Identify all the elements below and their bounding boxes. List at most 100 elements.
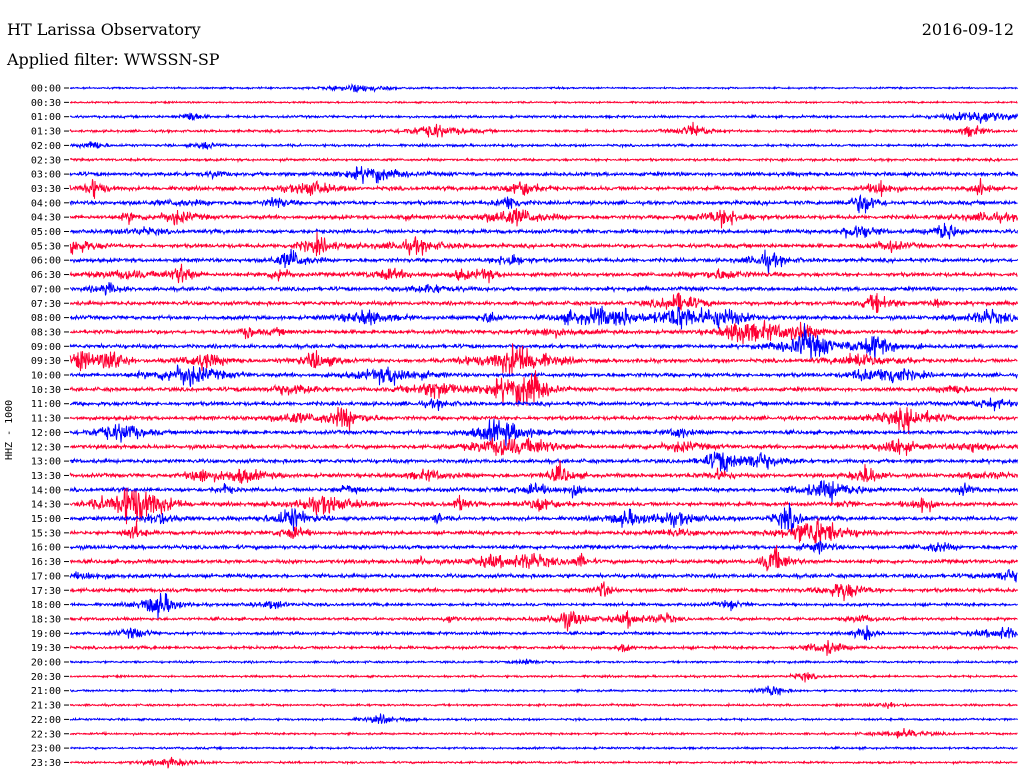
seismic-trace <box>69 639 1018 656</box>
time-tick-label: 04:00 <box>31 198 61 209</box>
filter-line: Applied filter: WWSSN-SP <box>7 50 220 69</box>
date-label: 2016-09-12 <box>921 20 1014 39</box>
time-tick-label: 22:00 <box>31 715 61 726</box>
time-tick-label: 07:30 <box>31 299 61 310</box>
time-tick-label: 16:00 <box>31 543 61 554</box>
time-tick-label: 00:30 <box>31 98 61 109</box>
seismic-trace <box>69 99 1018 105</box>
seismic-trace <box>69 305 1018 330</box>
seismic-trace <box>69 540 1018 555</box>
seismic-trace <box>69 231 1018 257</box>
seismic-trace <box>69 581 1018 602</box>
seismic-trace <box>70 685 1018 696</box>
seismic-trace <box>69 502 1018 533</box>
seismic-trace <box>69 343 1018 375</box>
seismic-trace <box>69 121 1018 138</box>
filter-label: Applied filter: <box>7 50 119 69</box>
time-tick-label: 20:00 <box>31 658 61 669</box>
seismic-trace <box>69 756 1018 769</box>
time-tick-label: 05:00 <box>31 227 61 238</box>
seismic-trace <box>69 165 1018 184</box>
time-tick-label: 08:30 <box>31 327 61 338</box>
time-tick-label: 06:30 <box>31 270 61 281</box>
seismic-trace <box>69 745 1018 752</box>
time-tick-label: 23:30 <box>31 758 61 769</box>
seismic-trace <box>69 141 1018 151</box>
time-tick-label: 03:00 <box>31 170 61 181</box>
time-tick-label: 16:30 <box>31 557 61 568</box>
seismic-trace <box>69 222 1018 240</box>
seismic-trace <box>69 701 1018 709</box>
seismic-trace <box>69 370 1018 407</box>
seismic-trace <box>69 593 1018 619</box>
time-tick-label: 21:00 <box>31 686 61 697</box>
seismic-trace <box>69 111 1018 124</box>
time-tick-label: 01:00 <box>31 112 61 123</box>
seismic-trace <box>69 625 1018 641</box>
time-tick-label: 12:30 <box>31 442 61 453</box>
time-tick-label: 13:30 <box>31 471 61 482</box>
seismic-trace <box>69 177 1018 199</box>
seismic-trace <box>69 672 1018 683</box>
time-tick-label: 02:30 <box>31 155 61 166</box>
time-tick-label: 13:00 <box>31 457 61 468</box>
time-tick-label: 11:30 <box>31 414 61 425</box>
seismic-trace <box>69 480 1018 503</box>
seismic-trace <box>69 397 1018 412</box>
seismic-trace <box>69 451 1018 472</box>
seismic-trace <box>69 545 1018 572</box>
time-tick-label: 03:30 <box>31 184 61 195</box>
time-tick-label: 02:00 <box>31 141 61 152</box>
seismic-trace <box>69 568 1018 583</box>
seismic-trace <box>69 282 1018 296</box>
seismic-trace <box>69 208 1018 229</box>
time-tick-label: 18:30 <box>31 614 61 625</box>
time-tick-label: 14:30 <box>31 500 61 511</box>
seismic-trace <box>70 292 1018 313</box>
time-tick-label: 09:30 <box>31 356 61 367</box>
time-tick-label: 19:00 <box>31 629 61 640</box>
time-tick-label: 12:00 <box>31 428 61 439</box>
seismic-trace <box>69 713 1018 724</box>
seismic-trace <box>69 323 1018 361</box>
time-tick-label: 01:30 <box>31 127 61 138</box>
seismic-trace <box>69 83 1018 94</box>
seismic-trace <box>69 156 1018 164</box>
time-tick-label: 17:00 <box>31 571 61 582</box>
time-tick-label: 10:00 <box>31 371 61 382</box>
seismic-trace <box>69 610 1018 632</box>
seismic-trace <box>69 364 1018 387</box>
time-tick-label: 09:00 <box>31 342 61 353</box>
time-tick-label: 06:00 <box>31 256 61 267</box>
time-tick-label: 11:00 <box>31 399 61 410</box>
seismic-trace <box>69 193 1018 214</box>
seismic-trace <box>69 320 1018 345</box>
time-tick-label: 18:00 <box>31 600 61 611</box>
seismic-trace <box>69 406 1018 435</box>
time-tick-label: 05:30 <box>31 241 61 252</box>
time-tick-label: 10:30 <box>31 385 61 396</box>
time-tick-label: 08:00 <box>31 313 61 324</box>
time-tick-label: 23:00 <box>31 744 61 755</box>
time-tick-label: 21:30 <box>31 701 61 712</box>
time-tick-label: 15:30 <box>31 528 61 539</box>
seismic-trace <box>69 728 1018 739</box>
seismic-trace <box>69 487 1018 525</box>
seismic-trace <box>69 248 1018 275</box>
time-tick-label: 22:30 <box>31 729 61 740</box>
time-tick-label: 07:00 <box>31 284 61 295</box>
time-tick-label: 04:30 <box>31 213 61 224</box>
station-title: HT Larissa Observatory <box>7 20 201 39</box>
filter-value: WWSSN-SP <box>123 50 220 69</box>
seismic-trace <box>69 418 1018 447</box>
seismic-trace <box>69 437 1018 456</box>
time-tick-label: 15:00 <box>31 514 61 525</box>
seismic-trace <box>69 517 1018 545</box>
time-tick-label: 00:00 <box>31 84 61 95</box>
time-tick-label: 14:00 <box>31 485 61 496</box>
time-tick-label: 20:30 <box>31 672 61 683</box>
seismic-trace <box>69 658 1018 666</box>
seismic-trace <box>69 460 1018 484</box>
time-tick-label: 17:30 <box>31 586 61 597</box>
